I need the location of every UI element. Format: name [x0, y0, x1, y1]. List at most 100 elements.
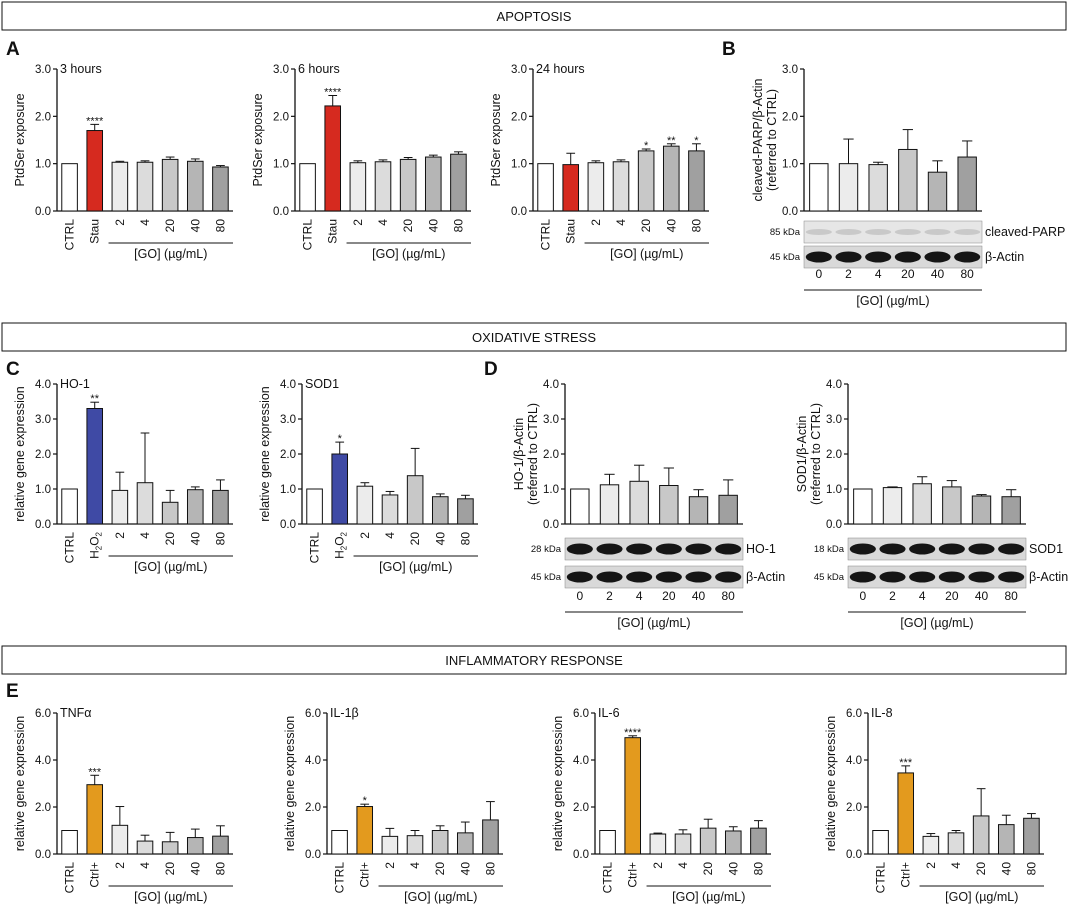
x-tick-label: 80	[458, 532, 472, 546]
blot-band	[685, 571, 712, 583]
bar-20	[972, 815, 990, 855]
blot-band	[879, 543, 906, 555]
y-tick-label: 0.0	[305, 849, 321, 861]
y-tick-label: 6.0	[305, 708, 321, 720]
lane-label: 0	[815, 267, 822, 281]
bar-4	[136, 840, 154, 855]
group-label: [GO] (µg/mL)	[617, 616, 690, 630]
bar-40	[431, 496, 449, 525]
chart-e1: 0.0 2.0 4.0 6.0 TNFα relative gene expression…	[13, 706, 233, 904]
chart-d2: 0.0 1.0 2.0 3.0 4.0 SOD1/β-Actin (referred to …	[795, 379, 1026, 531]
x-tick-label: 4	[949, 862, 963, 869]
bar-stau	[86, 130, 104, 212]
y-axis-label: SOD1/β-Actin	[795, 416, 809, 493]
bar-ctrl	[537, 163, 554, 212]
x-tick-label: 20	[163, 862, 177, 876]
y-tick-label: 4.0	[305, 755, 321, 767]
lane-label: 20	[945, 589, 959, 603]
y-tick-label: 2.0	[543, 449, 559, 461]
x-tick-label: 2	[113, 219, 127, 226]
x-tick-label: 80	[751, 862, 765, 876]
group-label: [GO] (µg/mL)	[134, 247, 207, 261]
chart-title: SOD1	[305, 377, 339, 391]
y-tick-label: 0.0	[280, 519, 296, 531]
y-tick-label: 1.0	[782, 159, 798, 171]
chart-title: IL-8	[871, 706, 893, 720]
y-axis-label: relative gene expression	[258, 386, 272, 522]
y-axis-label: relative gene expression	[551, 716, 565, 852]
y-tick-label: 0.0	[543, 519, 559, 531]
bar-0	[570, 488, 590, 525]
y-tick-label: 3.0	[280, 414, 296, 426]
x-tick-label: Stau	[326, 219, 340, 244]
y-tick-label: 2.0	[305, 802, 321, 814]
bar-2	[349, 162, 367, 212]
x-tick-label: CTRL	[308, 532, 322, 564]
y-tick-label: 1.0	[273, 159, 289, 171]
x-tick-label: H2O2	[333, 531, 349, 558]
blot-band	[849, 571, 876, 583]
significance-stars: *	[694, 135, 699, 147]
bar-2	[111, 161, 129, 212]
blot-band	[626, 543, 653, 555]
bar-ctrl	[356, 806, 374, 855]
blot-band	[835, 229, 862, 235]
y-tick-label: 3.0	[782, 64, 798, 76]
chart-title: HO-1	[60, 377, 90, 391]
lane-label: 0	[576, 589, 583, 603]
bar-stau	[562, 164, 580, 212]
group-label: [GO] (µg/mL)	[372, 247, 445, 261]
bar-20	[161, 501, 179, 525]
lane-label: 80	[1004, 589, 1018, 603]
blot-band	[909, 543, 936, 555]
y-tick-label: 2.0	[35, 111, 51, 123]
bar-20	[161, 158, 179, 212]
bar-2	[838, 163, 859, 212]
panel-letter-a: A	[6, 39, 20, 60]
y-tick-label: 1.0	[511, 159, 527, 171]
group-label: [GO] (µg/mL)	[404, 890, 477, 904]
bar-4	[612, 161, 630, 212]
bar-ctrl	[306, 488, 323, 525]
group-label: [GO] (µg/mL)	[134, 560, 207, 574]
x-tick-label: 4	[138, 219, 152, 226]
chart-a3: 0.0 1.0 2.0 3.0 24 hours PtdSer exposure CTRL S…	[489, 62, 709, 261]
significance-stars: *	[338, 433, 343, 445]
group-label: [GO] (µg/mL)	[856, 294, 929, 308]
significance-stars: **	[90, 393, 99, 405]
significance-stars: *	[644, 140, 649, 152]
chart-title: 3 hours	[60, 62, 102, 76]
bar-40	[424, 156, 442, 212]
blot-band	[924, 229, 951, 235]
panel-letter-b: B	[722, 39, 736, 60]
y-axis-label: PtdSer exposure	[13, 93, 27, 186]
x-tick-label: 20	[401, 219, 415, 233]
bar-0	[853, 488, 873, 525]
blot-protein-label: SOD1	[1029, 542, 1063, 556]
bar-40	[456, 832, 474, 855]
x-tick-label: 2	[383, 862, 397, 869]
bar-20	[659, 485, 679, 525]
bar-40	[186, 489, 204, 525]
bar-ctrl	[299, 163, 316, 212]
bar-ctrl	[86, 784, 104, 855]
western-blot-d2: 18 kDa SOD1 45 kDa β-Actin 0 2 4 20 40 80 [GO] (µg…	[814, 537, 1068, 630]
blot-band	[894, 229, 921, 235]
x-tick-label: CTRL	[301, 219, 315, 251]
bar-40	[724, 830, 742, 855]
lane-label: 2	[606, 589, 613, 603]
blot-band	[566, 571, 593, 583]
x-tick-label: 20	[433, 862, 447, 876]
bar-ctrl	[897, 772, 915, 855]
y-axis-label-2: (referred to CTRL)	[809, 403, 823, 505]
x-tick-label: 40	[188, 862, 202, 876]
y-tick-label: 2.0	[511, 111, 527, 123]
x-tick-label: 40	[433, 532, 447, 546]
y-tick-label: 1.0	[826, 484, 842, 496]
bar-80	[212, 489, 229, 525]
lane-label: 0	[859, 589, 866, 603]
x-tick-label: 4	[138, 862, 152, 869]
y-axis-label: relative gene expression	[13, 716, 27, 852]
bar-80	[718, 494, 738, 525]
